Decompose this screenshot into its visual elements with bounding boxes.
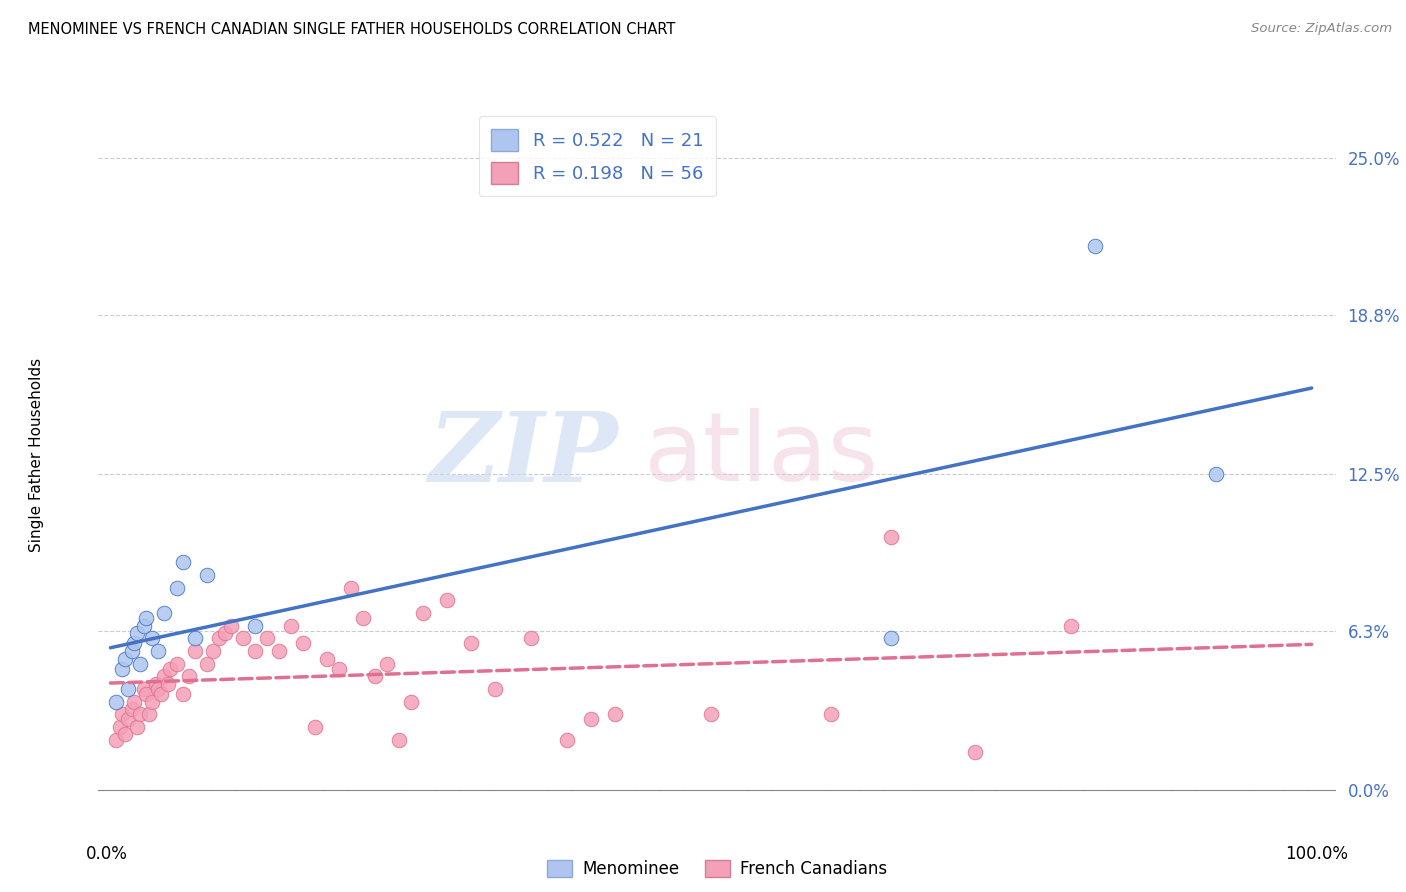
- Point: [159, 662, 181, 676]
- Point: [880, 530, 903, 544]
- Legend: Menominee, French Canadians: Menominee, French Canadians: [541, 854, 893, 885]
- Point: [157, 677, 180, 691]
- Point: [339, 581, 361, 595]
- Point: [105, 732, 128, 747]
- Point: [135, 611, 157, 625]
- Point: [121, 644, 143, 658]
- Point: [267, 644, 290, 658]
- Point: [132, 618, 155, 632]
- Point: [129, 707, 152, 722]
- Point: [138, 707, 160, 722]
- Point: [201, 644, 224, 658]
- Point: [1205, 467, 1227, 481]
- Point: [1084, 239, 1107, 253]
- Point: [460, 636, 482, 650]
- Point: [108, 720, 131, 734]
- Point: [141, 632, 163, 646]
- Text: MENOMINEE VS FRENCH CANADIAN SINGLE FATHER HOUSEHOLDS CORRELATION CHART: MENOMINEE VS FRENCH CANADIAN SINGLE FATH…: [28, 22, 675, 37]
- Point: [219, 618, 242, 632]
- Point: [304, 720, 326, 734]
- Point: [148, 681, 170, 696]
- Point: [364, 669, 387, 683]
- Point: [153, 606, 176, 620]
- Point: [214, 626, 236, 640]
- Point: [166, 581, 188, 595]
- Text: Source: ZipAtlas.com: Source: ZipAtlas.com: [1251, 22, 1392, 36]
- Point: [132, 681, 155, 696]
- Point: [183, 644, 205, 658]
- Point: [243, 618, 266, 632]
- Text: 100.0%: 100.0%: [1285, 845, 1348, 863]
- Point: [111, 707, 134, 722]
- Point: [129, 657, 152, 671]
- Point: [256, 632, 278, 646]
- Point: [243, 644, 266, 658]
- Point: [172, 556, 194, 570]
- Point: [105, 695, 128, 709]
- Point: [555, 732, 578, 747]
- Point: [388, 732, 411, 747]
- Point: [315, 651, 337, 665]
- Point: [484, 681, 506, 696]
- Point: [603, 707, 626, 722]
- Point: [195, 568, 218, 582]
- Point: [965, 745, 987, 759]
- Point: [183, 632, 205, 646]
- Point: [579, 712, 602, 726]
- Point: [145, 677, 167, 691]
- Text: atlas: atlas: [643, 409, 877, 501]
- Point: [375, 657, 398, 671]
- Point: [125, 626, 148, 640]
- Text: ZIP: ZIP: [429, 408, 619, 502]
- Point: [700, 707, 723, 722]
- Point: [399, 695, 422, 709]
- Point: [352, 611, 374, 625]
- Point: [124, 695, 146, 709]
- Point: [135, 687, 157, 701]
- Point: [148, 644, 170, 658]
- Point: [141, 695, 163, 709]
- Point: [195, 657, 218, 671]
- Text: 0.0%: 0.0%: [86, 845, 128, 863]
- Point: [121, 702, 143, 716]
- Point: [880, 632, 903, 646]
- Point: [1060, 618, 1083, 632]
- Point: [412, 606, 434, 620]
- Point: [207, 632, 229, 646]
- Point: [328, 662, 350, 676]
- Point: [114, 651, 136, 665]
- Point: [280, 618, 302, 632]
- Point: [117, 681, 139, 696]
- Point: [125, 720, 148, 734]
- Point: [149, 687, 172, 701]
- Point: [177, 669, 200, 683]
- Point: [172, 687, 194, 701]
- Point: [291, 636, 314, 650]
- Point: [232, 632, 254, 646]
- Point: [124, 636, 146, 650]
- Point: [166, 657, 188, 671]
- Point: [114, 727, 136, 741]
- Point: [520, 632, 543, 646]
- Point: [117, 712, 139, 726]
- Text: Single Father Households: Single Father Households: [30, 358, 44, 552]
- Point: [153, 669, 176, 683]
- Point: [820, 707, 842, 722]
- Point: [111, 662, 134, 676]
- Point: [436, 593, 458, 607]
